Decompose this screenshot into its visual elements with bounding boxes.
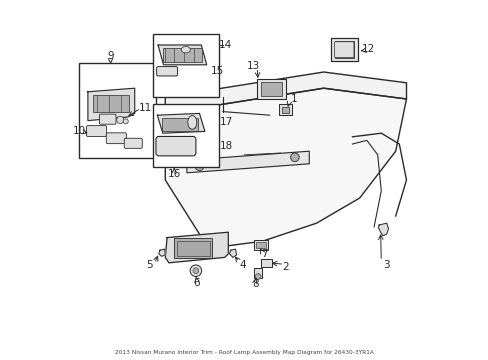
- Polygon shape: [378, 223, 387, 236]
- Text: 1: 1: [290, 94, 297, 104]
- Text: 15: 15: [210, 66, 224, 76]
- Bar: [254, 268, 262, 278]
- Bar: [260, 259, 272, 267]
- Polygon shape: [186, 151, 309, 173]
- Text: 14: 14: [218, 40, 231, 50]
- Text: 8: 8: [251, 279, 258, 289]
- Polygon shape: [159, 249, 165, 256]
- Text: 18: 18: [220, 141, 233, 151]
- Text: 6: 6: [193, 278, 200, 288]
- Ellipse shape: [181, 46, 190, 53]
- Bar: [256, 242, 265, 248]
- Bar: [257, 79, 285, 99]
- Text: 13: 13: [246, 60, 260, 71]
- Polygon shape: [157, 113, 204, 133]
- FancyBboxPatch shape: [86, 126, 106, 136]
- Circle shape: [193, 268, 199, 274]
- FancyBboxPatch shape: [124, 138, 142, 148]
- Bar: [152, 34, 219, 97]
- Polygon shape: [229, 249, 236, 257]
- Ellipse shape: [187, 116, 196, 129]
- FancyBboxPatch shape: [106, 133, 126, 144]
- Circle shape: [190, 265, 201, 276]
- Text: 9: 9: [107, 51, 114, 61]
- Polygon shape: [158, 45, 206, 65]
- Bar: [163, 48, 201, 62]
- Bar: [152, 104, 219, 167]
- Polygon shape: [165, 232, 228, 263]
- Text: 2013 Nissan Murano Interior Trim - Roof Lamp Assembly Map Diagram for 26430-3YR1: 2013 Nissan Murano Interior Trim - Roof …: [115, 350, 373, 355]
- Bar: [334, 41, 354, 58]
- Bar: [79, 63, 156, 158]
- Polygon shape: [165, 72, 406, 113]
- Text: 4: 4: [239, 260, 245, 270]
- Polygon shape: [88, 88, 134, 121]
- Circle shape: [290, 153, 299, 162]
- Circle shape: [123, 119, 128, 124]
- FancyBboxPatch shape: [156, 136, 196, 156]
- Circle shape: [117, 116, 123, 123]
- Text: 5: 5: [146, 260, 153, 270]
- Text: 3: 3: [382, 260, 388, 270]
- Bar: [93, 95, 129, 112]
- Bar: [278, 104, 292, 115]
- Circle shape: [255, 274, 261, 279]
- Bar: [174, 238, 212, 258]
- Bar: [260, 82, 282, 96]
- Bar: [177, 241, 209, 256]
- Text: 11: 11: [139, 103, 152, 113]
- Bar: [162, 118, 197, 131]
- Text: 16: 16: [167, 169, 181, 179]
- Text: 7: 7: [261, 249, 267, 259]
- Text: 12: 12: [361, 44, 375, 54]
- Bar: [281, 107, 289, 113]
- FancyBboxPatch shape: [99, 114, 116, 124]
- FancyBboxPatch shape: [334, 42, 353, 58]
- FancyBboxPatch shape: [156, 67, 177, 76]
- Bar: [254, 240, 267, 250]
- Polygon shape: [165, 88, 406, 248]
- Text: 2: 2: [282, 262, 288, 272]
- Text: 10: 10: [72, 126, 85, 136]
- Text: 17: 17: [220, 117, 233, 127]
- Circle shape: [195, 162, 203, 171]
- Bar: [330, 38, 357, 61]
